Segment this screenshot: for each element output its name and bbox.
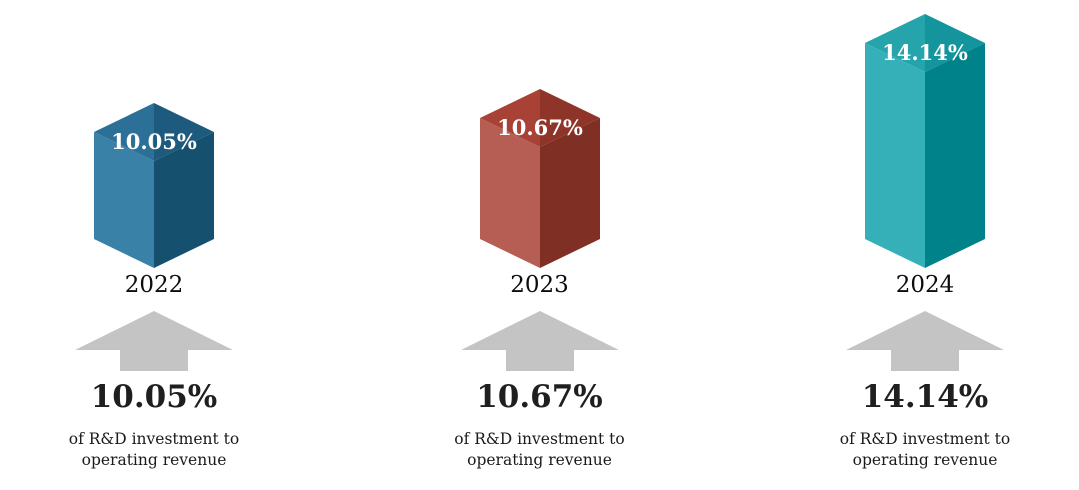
bar-top-face-left: [479, 89, 540, 147]
up-arrow-shape: [846, 311, 1004, 372]
bar-top-face-right: [154, 103, 214, 161]
bar-right-face: [154, 132, 214, 268]
bar-top-face-right: [539, 89, 600, 147]
bar-top-face-left: [94, 103, 154, 161]
bar-left-face: [94, 132, 154, 268]
bar-3d-icon: 14.14%: [865, 14, 985, 268]
bar-area: 10.67%: [479, 0, 600, 268]
value-percent: 10.05%: [90, 379, 218, 416]
year-column-2024: 14.14% 2024 14.14% of R&D investment to …: [789, 0, 1061, 490]
bar-3d-icon: 10.05%: [94, 103, 214, 268]
up-arrow-icon: [75, 311, 233, 372]
up-arrow-shape: [460, 311, 619, 372]
bar-area: 10.05%: [94, 0, 214, 268]
bar-3d-icon: 10.67%: [479, 89, 600, 268]
value-percent: 14.14%: [861, 379, 989, 416]
bar-top-value-label: 10.67%: [497, 115, 583, 140]
bar-top-face-right: [925, 14, 985, 72]
bar-top-value-label: 10.05%: [111, 129, 197, 154]
bar-right-face: [539, 118, 600, 268]
bar-top-face-left: [865, 14, 925, 72]
year-label: 2022: [124, 272, 184, 298]
bar-right-face: [925, 43, 985, 268]
year-label: 2023: [510, 272, 569, 298]
bar-area: 14.14%: [865, 0, 985, 268]
bar-left-face: [865, 43, 925, 268]
value-description: of R&D investment to operating revenue: [68, 430, 240, 470]
year-label: 2024: [895, 272, 955, 298]
bar-top-value-label: 14.14%: [882, 40, 968, 65]
year-column-2023: 10.67% 2023 10.67% of R&D investment to …: [404, 0, 676, 490]
up-arrow-icon: [846, 311, 1004, 372]
value-description: of R&D investment to operating revenue: [839, 430, 1011, 470]
value-description: of R&D investment to operating revenue: [454, 430, 625, 470]
up-arrow-icon: [460, 311, 619, 372]
bar-left-face: [479, 118, 540, 268]
year-column-2022: 10.05% 2022 10.05% of R&D investment to …: [18, 0, 290, 490]
up-arrow-shape: [75, 311, 233, 372]
value-percent: 10.67%: [476, 379, 603, 416]
